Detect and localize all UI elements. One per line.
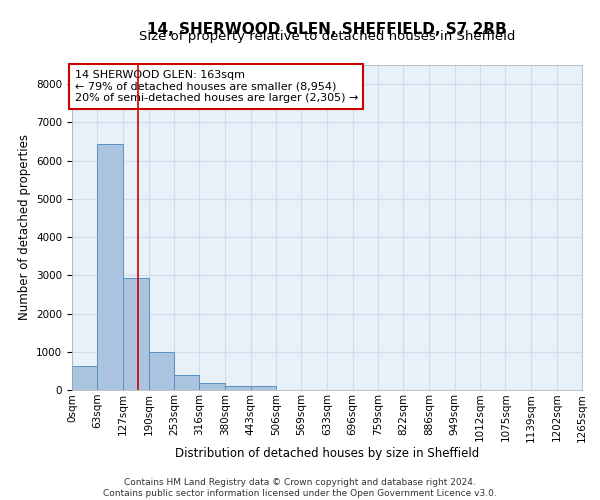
Bar	[97, 144, 123, 390]
Y-axis label: Number of detached properties: Number of detached properties	[17, 134, 31, 320]
Bar	[251, 386, 276, 390]
Text: Contains HM Land Registry data © Crown copyright and database right 2024.
Contai: Contains HM Land Registry data © Crown c…	[103, 478, 497, 498]
Bar	[174, 376, 199, 390]
Bar	[149, 352, 174, 390]
Bar	[199, 383, 225, 390]
Bar	[72, 366, 97, 390]
Bar	[225, 386, 251, 390]
Text: 14 SHERWOOD GLEN: 163sqm
← 79% of detached houses are smaller (8,954)
20% of sem: 14 SHERWOOD GLEN: 163sqm ← 79% of detach…	[74, 70, 358, 103]
Title: Size of property relative to detached houses in Sheffield: Size of property relative to detached ho…	[139, 30, 515, 43]
Bar	[123, 278, 149, 390]
X-axis label: Distribution of detached houses by size in Sheffield: Distribution of detached houses by size …	[175, 447, 479, 460]
Text: 14, SHERWOOD GLEN, SHEFFIELD, S7 2RB: 14, SHERWOOD GLEN, SHEFFIELD, S7 2RB	[147, 22, 507, 38]
